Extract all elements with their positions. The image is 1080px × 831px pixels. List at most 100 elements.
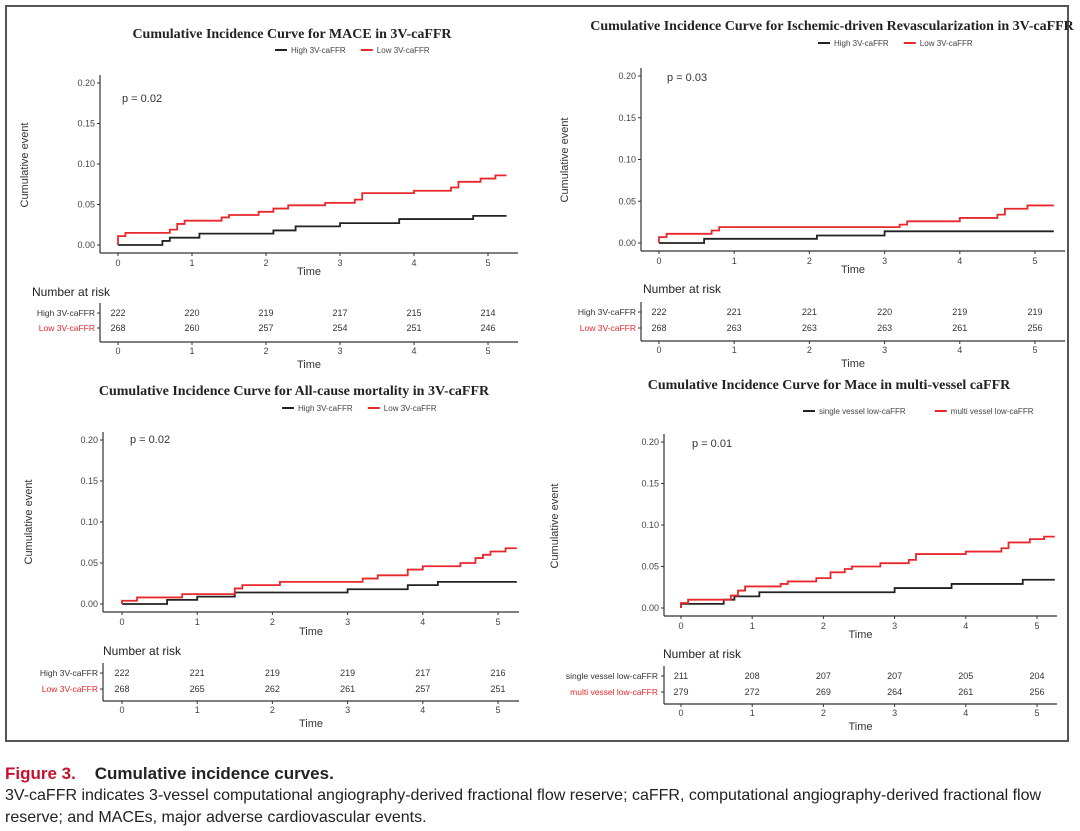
- risk-cell: 222: [651, 307, 666, 317]
- risk-row-label: multi vessel low-caFFR: [570, 687, 658, 697]
- x-tick-label: 2: [821, 621, 826, 631]
- x-tick-label: 2: [270, 617, 275, 627]
- risk-cell: 214: [480, 308, 495, 318]
- y-tick-label: 0.15: [80, 476, 98, 486]
- risk-cell: 261: [340, 684, 355, 694]
- risk-cell: 263: [877, 323, 892, 333]
- risk-cell: 254: [332, 323, 347, 333]
- x-axis-label: Time: [848, 629, 872, 641]
- risk-x-tick-label: 1: [195, 705, 200, 715]
- risk-cell: 219: [340, 668, 355, 678]
- risk-table-title: Number at risk: [103, 644, 182, 658]
- risk-row-label: High 3V-caFFR: [578, 307, 636, 317]
- risk-cell: 207: [816, 671, 831, 681]
- x-tick-label: 5: [495, 617, 500, 627]
- risk-cell: 221: [727, 307, 742, 317]
- risk-cell: 246: [480, 323, 495, 333]
- risk-cell: 261: [952, 323, 967, 333]
- x-tick-label: 3: [882, 256, 887, 266]
- risk-cell: 219: [952, 307, 967, 317]
- y-tick-label: 0.20: [618, 71, 636, 81]
- curve-single-vessel-low-caffr: [680, 578, 1055, 608]
- x-tick-label: 3: [345, 617, 350, 627]
- x-tick-label: 2: [807, 256, 812, 266]
- y-tick-label: 0.05: [77, 200, 95, 210]
- risk-x-tick-label: 2: [270, 705, 275, 715]
- panel-all-cause-mortality-3v: Cumulative Incidence Curve for All-cause…: [23, 384, 519, 730]
- risk-cell: 222: [110, 308, 125, 318]
- y-tick-label: 0.00: [77, 240, 95, 250]
- risk-x-tick-label: 3: [345, 705, 350, 715]
- x-tick-label: 2: [263, 258, 268, 268]
- risk-x-tick-label: 5: [1032, 345, 1037, 355]
- risk-cell: 219: [265, 668, 280, 678]
- figure-panels: Cumulative Incidence Curve for MACE in 3…: [19, 19, 1075, 733]
- legend-label-0: High 3V-caFFR: [298, 404, 353, 413]
- x-axis-label: Time: [841, 264, 865, 276]
- risk-x-tick-label: 5: [485, 346, 490, 356]
- risk-cell: 279: [673, 687, 688, 697]
- risk-cell: 268: [651, 323, 666, 333]
- risk-x-tick-label: 0: [678, 708, 683, 718]
- x-tick-label: 1: [189, 258, 194, 268]
- chart-title: Cumulative Incidence Curve for MACE in 3…: [132, 27, 452, 42]
- risk-cell: 217: [332, 308, 347, 318]
- y-tick-label: 0.10: [618, 155, 636, 165]
- figure-frame: [5, 5, 1069, 742]
- risk-cell: 265: [190, 684, 205, 694]
- risk-x-tick-label: 5: [495, 705, 500, 715]
- risk-cell: 207: [887, 671, 902, 681]
- risk-cell: 221: [190, 668, 205, 678]
- risk-cell: 219: [258, 308, 273, 318]
- risk-cell: 262: [265, 684, 280, 694]
- caption-heading: Figure 3. Cumulative incidence curves.: [5, 763, 1077, 785]
- risk-cell: 272: [745, 687, 760, 697]
- figure-description: 3V-caFFR indicates 3-vessel computationa…: [5, 787, 1042, 826]
- risk-table-title: Number at risk: [643, 282, 722, 296]
- x-axis-label: Time: [297, 266, 321, 278]
- x-tick-label: 1: [195, 617, 200, 627]
- risk-cell: 208: [745, 671, 760, 681]
- x-axis-label: Time: [299, 626, 323, 638]
- risk-x-tick-label: 1: [732, 345, 737, 355]
- y-axis-label: Cumulative event: [23, 480, 35, 565]
- x-tick-label: 1: [732, 256, 737, 266]
- chart-title: Cumulative Incidence Curve for All-cause…: [99, 384, 490, 399]
- y-axis-label: Cumulative event: [19, 123, 31, 208]
- y-tick-label: 0.10: [77, 159, 95, 169]
- p-value-annotation: p = 0.03: [667, 72, 707, 84]
- x-tick-label: 0: [119, 617, 124, 627]
- risk-cell: 264: [887, 687, 902, 697]
- risk-cell: 251: [406, 323, 421, 333]
- risk-x-tick-label: 3: [892, 708, 897, 718]
- risk-x-tick-label: 0: [115, 346, 120, 356]
- y-tick-label: 0.05: [641, 562, 659, 572]
- risk-cell: 257: [258, 323, 273, 333]
- risk-cell: 217: [415, 668, 430, 678]
- legend-label-1: Low 3V-caFFR: [377, 46, 430, 55]
- p-value-annotation: p = 0.02: [130, 434, 170, 446]
- curve-low-3v-caffr: [117, 174, 507, 245]
- panel-mace-3v: Cumulative Incidence Curve for MACE in 3…: [19, 27, 518, 371]
- x-tick-label: 5: [485, 258, 490, 268]
- y-tick-label: 0.10: [641, 520, 659, 530]
- y-tick-label: 0.00: [80, 599, 98, 609]
- x-tick-label: 4: [957, 256, 962, 266]
- risk-x-axis-label: Time: [297, 359, 321, 371]
- curve-multi-vessel-low-caffr: [680, 535, 1055, 608]
- risk-row-label: High 3V-caFFR: [40, 668, 98, 678]
- y-tick-label: 0.15: [618, 113, 636, 123]
- figure-caption: Figure 3. Cumulative incidence curves. 3…: [5, 763, 1077, 829]
- legend-label-0: High 3V-caFFR: [834, 39, 889, 48]
- x-tick-label: 4: [963, 621, 968, 631]
- risk-row-label: Low 3V-caFFR: [580, 323, 636, 333]
- y-tick-label: 0.05: [618, 196, 636, 206]
- risk-x-tick-label: 2: [263, 346, 268, 356]
- risk-cell: 263: [727, 323, 742, 333]
- p-value-annotation: p = 0.02: [122, 93, 162, 105]
- risk-cell: 251: [490, 684, 505, 694]
- risk-row-label: Low 3V-caFFR: [42, 684, 98, 694]
- risk-cell: 222: [114, 668, 129, 678]
- risk-cell: 211: [674, 671, 688, 681]
- risk-cell: 256: [1027, 323, 1042, 333]
